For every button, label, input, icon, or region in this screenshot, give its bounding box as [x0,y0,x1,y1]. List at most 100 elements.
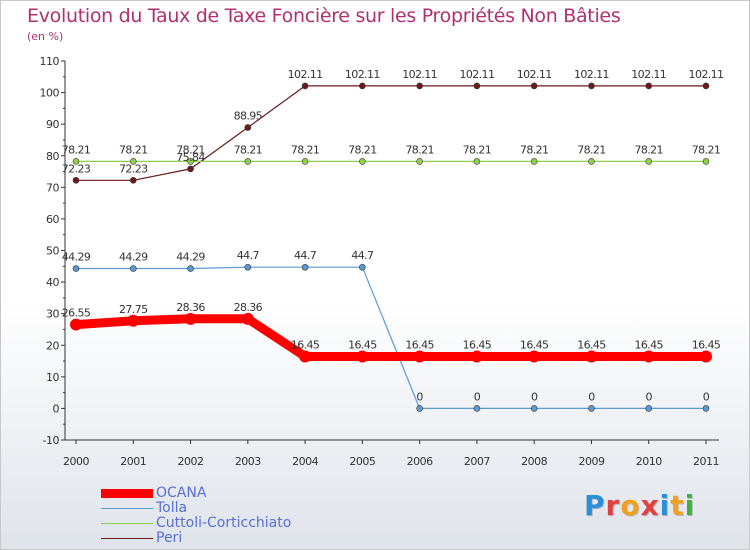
data-label: 102.11 [459,68,494,81]
series-line [75,266,707,409]
axes: -10 0 10 20 30 40 50 60 70 80 90 100 110 2000 2001 2002… [40,55,720,468]
data-point [187,158,194,165]
data-label: 78.21 [692,143,721,156]
data-label: 28.36 [234,301,263,314]
data-label: 78.21 [176,143,205,156]
legend-label: Cuttoli-Corticchiato [156,515,292,531]
data-point [530,82,538,90]
data-point [359,82,366,90]
data-point [416,405,423,412]
chart-subtitle: (en %) [27,30,64,43]
x-tick-label: 2008 [521,455,547,468]
legend-swatch [101,489,153,498]
data-label: 26.55 [62,307,91,320]
data-point [588,405,595,412]
data-label: 78.21 [463,143,492,156]
data-label: 16.45 [577,338,606,351]
data-point [129,158,137,165]
data-label: 102.11 [402,68,437,81]
data-point [702,405,710,412]
data-point [645,158,653,165]
data-point [244,124,252,131]
data-point [72,265,80,272]
data-label: 78.21 [291,143,320,156]
logo-letter: t [670,489,685,522]
data-point [702,82,710,90]
data-point [700,350,712,363]
y-tick-label: 80 [46,150,59,163]
series-line [75,85,707,181]
y-tick-label: 0 [53,402,60,415]
data-label: 16.45 [348,338,377,351]
data-point [416,82,423,90]
data-point [72,158,80,165]
data-label: 102.11 [288,68,323,81]
data-label: 78.21 [577,143,606,156]
data-point [530,405,538,412]
data-label: 44.29 [176,251,205,264]
x-tick-label: 2001 [120,455,146,468]
data-label: 88.95 [234,109,263,122]
logo-letter: o [620,489,641,522]
legend-swatch [101,523,153,524]
data-label: 44.7 [237,249,260,262]
data-labels: 72.23 72.23 75.84 88.95 102.11 102.11 102.11 10… [62,68,724,403]
y-tick-label: 90 [46,118,59,131]
data-point [642,350,655,363]
data-label: 0 [646,390,653,403]
data-label: 44.29 [119,251,148,264]
data-point [301,158,309,165]
series-layer [70,82,712,412]
data-point [356,350,369,363]
data-label: 78.21 [62,143,91,156]
data-label: 78.21 [348,143,377,156]
data-point [702,158,710,165]
y-tick-label: 110 [40,55,60,68]
x-tick-label: 2004 [292,455,318,468]
data-point [645,405,653,412]
data-point [70,318,82,331]
x-tick-label: 2003 [235,455,261,468]
legend-swatch [101,538,153,539]
data-label: 0 [416,390,423,403]
logo-letter: i [659,489,671,522]
series-cuttoli-corticchiato [72,158,710,165]
x-tick-label: 2005 [349,455,375,468]
data-point [645,82,653,90]
series-line [71,314,711,361]
data-label: 102.11 [517,68,552,81]
data-label: 16.45 [463,338,492,351]
logo-letter: x [640,489,660,522]
logo-letter: P [584,489,606,522]
x-tick-label: 2011 [693,455,719,468]
data-point [244,158,252,165]
data-point [301,82,309,90]
legend-swatch [101,508,153,509]
data-label: 72.23 [119,162,148,175]
x-tick-label: 2007 [464,455,490,468]
x-tick-label: 2006 [407,455,433,468]
data-label: 102.11 [574,68,609,81]
data-label: 16.45 [405,338,434,351]
series-ocana [70,312,712,363]
data-point [129,265,137,272]
data-point [528,350,541,363]
data-label: 0 [703,390,710,403]
data-label: 102.11 [631,68,666,81]
data-point [359,263,366,271]
y-tick-label: 50 [46,245,59,258]
data-label: 102.11 [689,68,724,81]
data-point [473,82,481,90]
y-tick-label: 60 [46,213,59,226]
data-point [416,158,423,165]
data-point [187,165,194,173]
data-label: 27.75 [119,303,148,316]
y-tick-label: -10 [43,434,60,447]
data-label: 0 [474,390,481,403]
y-tick-label: 30 [46,308,59,321]
data-label: 16.45 [291,338,320,351]
data-point [299,350,312,363]
data-point [127,314,140,327]
y-tick-label: 10 [46,371,59,384]
